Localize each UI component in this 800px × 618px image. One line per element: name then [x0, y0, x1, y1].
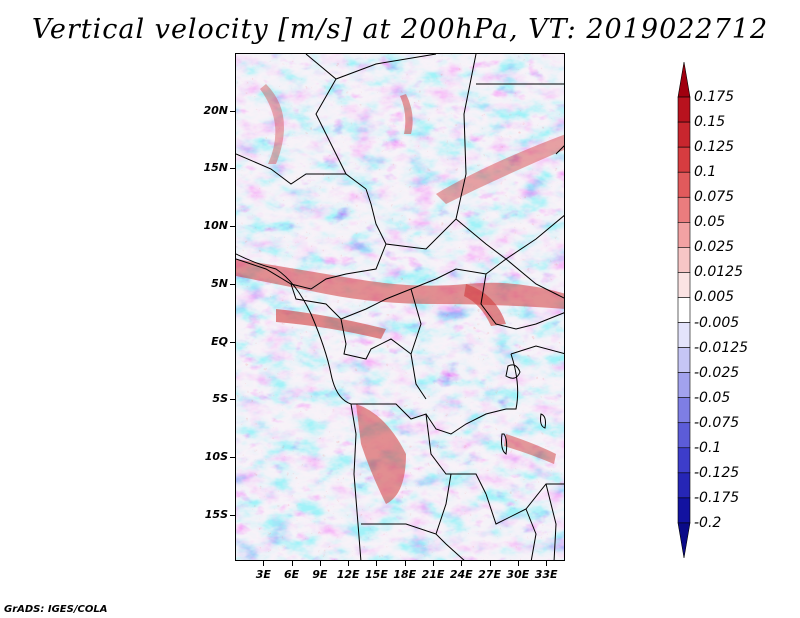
colorbar-label: -0.025	[694, 364, 740, 381]
colorbar-label: 0.15	[694, 114, 726, 131]
colorbar-label: -0.075	[694, 414, 740, 431]
colorbar-label: 0.0125	[694, 264, 743, 281]
lon-tick-mark	[461, 561, 463, 566]
country-borders	[236, 54, 564, 560]
colorbar-segment	[677, 96, 691, 123]
colorbar-segment	[677, 472, 691, 499]
colorbar-segment	[677, 171, 691, 198]
colorbar-segment	[677, 322, 691, 348]
colorbar-label: -0.125	[694, 464, 740, 481]
lat-tick-mark	[230, 283, 235, 285]
lon-tick-label: 30E	[506, 568, 530, 581]
field-speckle	[236, 54, 564, 560]
colorbar-label: 0.175	[694, 89, 735, 106]
grads-credit: GrADS: IGES/COLA	[4, 604, 108, 615]
map-panel	[235, 53, 565, 561]
lat-tick-mark	[230, 457, 235, 459]
colorbar-segment	[677, 422, 691, 449]
colorbar-label: 0.005	[694, 289, 735, 306]
lat-tick-mark	[230, 110, 235, 112]
lat-tick-mark	[230, 168, 235, 170]
lakes	[501, 364, 546, 455]
colorbar-segment	[677, 522, 691, 559]
lat-tick-mark	[230, 226, 235, 228]
colorbar-label: -0.0125	[694, 339, 749, 356]
colorbar-segment	[677, 497, 691, 524]
lat-tick-label: 5N	[211, 276, 228, 290]
colorbar-label: 0.025	[694, 239, 735, 256]
colorbar-segment	[677, 447, 691, 474]
lon-tick-label: 18E	[393, 568, 417, 581]
lat-tick-mark	[230, 514, 235, 516]
lat-tick-label: 20N	[203, 103, 228, 117]
colorbar-label: 0.075	[694, 189, 735, 206]
colorbar-label: -0.2	[694, 514, 722, 531]
lat-tick-mark	[230, 341, 235, 343]
colorbar-label: -0.005	[694, 314, 740, 331]
colorbar-segment	[677, 297, 691, 323]
lon-tick-label: 12E	[336, 568, 360, 581]
lon-tick-label: 9E	[312, 568, 328, 581]
lon-tick-mark	[348, 561, 350, 566]
lon-tick-label: 6E	[283, 568, 300, 581]
lon-tick-mark	[404, 561, 406, 566]
lat-tick-label: EQ	[211, 334, 228, 348]
lon-tick-label: 33E	[534, 568, 558, 581]
chart-title: Vertical velocity [m/s] at 200hPa, VT: 2…	[31, 14, 769, 45]
lon-tick-mark	[546, 561, 548, 566]
lon-tick-mark	[376, 561, 378, 566]
lon-tick-mark	[433, 561, 434, 566]
colorbar-label: -0.175	[694, 489, 740, 506]
lon-tick-mark	[291, 561, 293, 566]
colorbar-segment	[677, 247, 691, 273]
colorbar-segment	[677, 222, 691, 248]
colorbar-label: 0.05	[694, 214, 726, 231]
lat-tick-label: 15S	[204, 507, 228, 521]
lon-tick-label: 15E	[365, 568, 388, 581]
colorbar-segment	[677, 121, 691, 148]
lon-tick-mark	[489, 561, 491, 566]
colorbar-label: -0.05	[694, 389, 731, 406]
lat-tick-label: 10S	[204, 450, 228, 464]
colorbar-segment	[677, 372, 691, 398]
lat-tick-mark	[230, 399, 235, 401]
lon-tick-label: 21E	[421, 568, 445, 581]
lon-tick-mark	[319, 561, 321, 566]
lat-tick-label: 15N	[203, 161, 228, 175]
lat-tick-label: 10N	[203, 219, 228, 233]
colorbar-label: 0.1	[694, 164, 717, 181]
lon-tick-label: 3E	[255, 568, 271, 581]
lat-tick-label: 5S	[212, 392, 228, 406]
colorbar-segment	[677, 397, 691, 424]
lon-tick-label: 24E	[449, 568, 473, 581]
colorbar	[677, 61, 691, 559]
colorbar-segment	[677, 61, 691, 98]
lon-tick-label: 27E	[478, 568, 501, 581]
colorbar-label: 0.125	[694, 139, 735, 156]
velocity-field-map	[236, 54, 564, 560]
lon-tick-mark	[517, 561, 519, 566]
colorbar-label: -0.1	[694, 439, 722, 456]
colorbar-segment	[677, 272, 691, 298]
colorbar-segment	[677, 347, 691, 373]
lon-tick-mark	[263, 561, 265, 566]
colorbar-segment	[677, 146, 691, 173]
colorbar-segment	[677, 196, 691, 223]
